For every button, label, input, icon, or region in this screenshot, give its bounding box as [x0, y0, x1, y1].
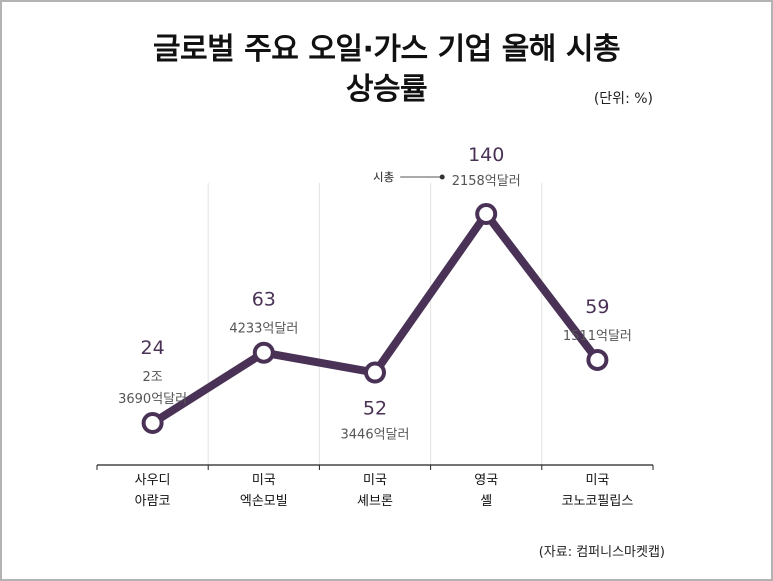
market-cap-label: 2158억달러 [452, 174, 521, 189]
unit-label: (단위: %) [593, 91, 653, 107]
category-label: 아람코 [135, 494, 171, 509]
data-label: 140 [468, 144, 504, 166]
category-label: 셰브론 [357, 494, 393, 509]
market-cap-label: 2조 [142, 370, 162, 385]
category-label: 미국 [585, 473, 609, 488]
category-label: 코노코필립스 [562, 494, 634, 509]
market-cap-label: 3690억달러 [118, 392, 187, 407]
annotation-dot [439, 174, 445, 180]
data-point [252, 341, 275, 364]
market-cap-annotation: 시총 [373, 170, 394, 184]
chart-title-line1: 글로벌 주요 오일·가스 기업 올해 시총 [152, 32, 621, 67]
data-point [364, 361, 386, 384]
category-label: 엑손모빌 [240, 494, 288, 509]
chart-title-line2: 상승률 [345, 72, 428, 107]
source-label: (자료: 컴퍼니스마켓캡) [538, 545, 665, 560]
category-label: 사우디 [135, 473, 171, 488]
data-label: 59 [585, 296, 609, 318]
chart-title: 글로벌 주요 오일·가스 기업 올해 시총 상승률 [0, 30, 773, 110]
market-cap-label: 3446억달러 [341, 428, 410, 443]
data-label: 52 [363, 398, 387, 420]
data-point [475, 203, 498, 225]
data-label: 63 [252, 289, 276, 311]
category-label: 셸 [480, 494, 492, 509]
data-point [141, 412, 164, 434]
category-label: 영국 [474, 473, 498, 488]
data-point [586, 348, 609, 371]
data-label: 24 [141, 337, 165, 359]
category-label: 미국 [252, 473, 276, 488]
category-label: 미국 [363, 473, 387, 488]
market-cap-label: 4233억달러 [229, 322, 298, 337]
market-cap-label: 1511억달러 [563, 329, 632, 344]
series-line [148, 210, 602, 427]
